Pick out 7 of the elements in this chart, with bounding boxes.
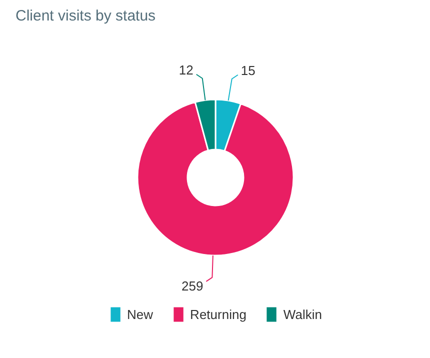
data-label: 12 <box>178 62 194 78</box>
data-label: 259 <box>182 278 204 294</box>
data-label: 15 <box>240 62 256 78</box>
legend-label: Returning <box>190 306 246 322</box>
chart-title: Client visits by status <box>16 8 156 24</box>
legend-label: New <box>127 306 154 322</box>
legend-label: Walkin <box>283 306 322 322</box>
